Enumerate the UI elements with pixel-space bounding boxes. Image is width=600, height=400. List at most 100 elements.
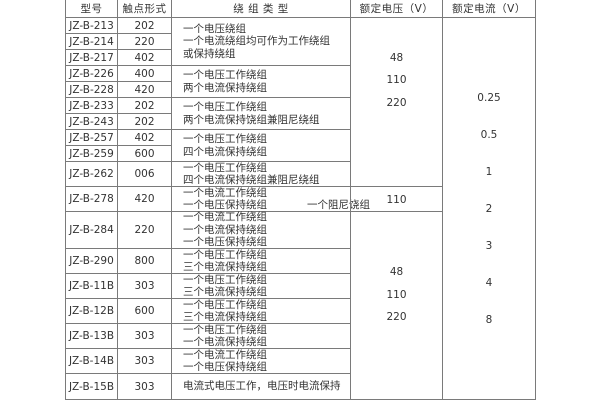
winding-cell: 一个电流工作绕组 一个电压保持绕组: [171, 348, 351, 374]
model-number: JZ-B-233: [69, 99, 114, 112]
voltage-value: 220: [386, 97, 407, 109]
header-contact-label: 触点形式: [122, 2, 167, 15]
winding-line: 一个电压工作绕组: [183, 323, 267, 336]
winding-line: 一个电流保持绕组: [183, 223, 267, 236]
model-cell: JZ-B-13B: [65, 323, 118, 349]
voltage-cell: 48 110 220: [350, 17, 443, 187]
header-current: 额定电流（V）: [442, 0, 536, 18]
winding-line: 一个电压保持绕组: [183, 361, 267, 373]
contact-form: 400: [134, 67, 155, 80]
contact-form: 420: [134, 83, 155, 96]
model-number: JZ-B-262: [69, 168, 114, 180]
model-cell: JZ-B-213: [65, 17, 118, 34]
winding-line: 一个电压工作绕组: [183, 248, 267, 261]
header-contact: 触点形式: [117, 0, 172, 18]
model-number: JZ-B-284: [69, 224, 114, 236]
contact-cell: 220: [117, 33, 172, 50]
contact-cell: 420: [117, 186, 172, 212]
voltage-value: 110: [386, 194, 407, 206]
winding-line: 一个电流绕组均可作为工作绕组: [183, 35, 330, 48]
winding-extra: 一个阻尼饶组: [307, 199, 370, 211]
model-cell: JZ-B-228: [65, 81, 118, 98]
model-number: JZ-B-228: [69, 83, 114, 96]
model-number: JZ-B-226: [69, 67, 114, 80]
voltage-value: 110: [386, 289, 407, 301]
model-number: JZ-B-290: [69, 255, 114, 267]
model-cell: JZ-B-278: [65, 186, 118, 212]
contact-form: 303: [134, 355, 155, 367]
winding-line: 电流式电压工作，电压时电流保持: [183, 380, 341, 393]
contact-form: 402: [134, 131, 155, 144]
header-current-label: 额定电流（V）: [452, 2, 526, 15]
header-winding-label: 绕 组 类 型: [233, 2, 289, 15]
model-cell: JZ-B-214: [65, 33, 118, 50]
contact-cell: 800: [117, 248, 172, 274]
model-number: JZ-B-13B: [68, 330, 115, 342]
contact-cell: 402: [117, 129, 172, 146]
winding-cell: 一个电压绕组 一个电流绕组均可作为工作绕组 或保持绕组: [171, 17, 351, 66]
current-cell: 0.25 0.5 1 2 3 4 8: [442, 17, 536, 400]
model-number: JZ-B-213: [69, 19, 114, 32]
winding-line: 三个电流保持绕组: [183, 261, 267, 273]
voltage-value: 48: [389, 266, 404, 278]
winding-line: 两个电流保持绕组: [183, 81, 267, 94]
winding-cell: 一个电压工作绕组 四个电流保持绕组兼阻尼绕组: [171, 161, 351, 187]
model-cell: JZ-B-15B: [65, 373, 118, 400]
voltage-cell: 48 110 220: [350, 211, 443, 400]
winding-cell: 一个电压工作绕组 两个电流保持绕组: [171, 65, 351, 98]
winding-line: 四个电流保持绕组兼阻尼绕组: [183, 174, 320, 186]
voltage-cell: 110: [350, 186, 443, 212]
contact-form: 600: [134, 305, 155, 317]
contact-form: 303: [134, 280, 155, 292]
contact-cell: 303: [117, 348, 172, 374]
header-model-label: 型号: [80, 2, 103, 15]
current-value: 8: [485, 314, 493, 326]
model-cell: JZ-B-257: [65, 129, 118, 146]
contact-form: 220: [134, 35, 155, 48]
voltage-value: 110: [386, 74, 407, 86]
contact-cell: 202: [117, 97, 172, 114]
winding-line: 一个电流工作绕组: [183, 211, 267, 224]
winding-line: 一个电压工作绕组: [183, 161, 267, 174]
winding-line: 一个电压保持绕组: [183, 236, 267, 249]
model-cell: JZ-B-226: [65, 65, 118, 82]
contact-cell: 202: [117, 17, 172, 34]
model-number: JZ-B-243: [69, 115, 114, 128]
contact-cell: 420: [117, 81, 172, 98]
header-winding: 绕 组 类 型: [171, 0, 351, 18]
contact-cell: 202: [117, 113, 172, 130]
model-cell: JZ-B-12B: [65, 298, 118, 324]
contact-cell: 402: [117, 49, 172, 66]
voltage-value: 48: [389, 52, 404, 64]
contact-form: 420: [134, 193, 155, 205]
winding-line: 一个电流工作绕组: [183, 348, 267, 361]
contact-form: 202: [134, 115, 155, 128]
winding-line: 一个电压保持绕组: [183, 199, 267, 211]
model-number: JZ-B-14B: [68, 355, 115, 367]
winding-cell: 一个电压工作绕组 三个电流保持绕组: [171, 273, 351, 299]
contact-form: 800: [134, 255, 155, 267]
contact-cell: 006: [117, 161, 172, 187]
header-voltage-label: 额定电压（V）: [359, 2, 434, 15]
contact-form: 600: [134, 147, 155, 160]
winding-line: 三个电流保持绕组: [183, 311, 267, 323]
current-value: 2: [485, 203, 493, 215]
winding-line: 一个电压工作绕组: [183, 133, 267, 145]
current-value: 0.25: [477, 92, 501, 104]
winding-cell: 一个电压工作绕组 四个电流保持绕组: [171, 129, 351, 162]
model-cell: JZ-B-233: [65, 97, 118, 114]
current-value: 1: [485, 166, 493, 178]
model-number: JZ-B-257: [69, 131, 114, 144]
contact-form: 202: [134, 99, 155, 112]
winding-line: 四个电流保持绕组: [183, 145, 267, 158]
winding-line: 一个电压工作绕组: [183, 101, 267, 113]
contact-cell: 303: [117, 323, 172, 349]
contact-cell: 303: [117, 273, 172, 299]
model-cell: JZ-B-217: [65, 49, 118, 66]
contact-form: 220: [134, 224, 155, 236]
winding-cell: 一个电压工作绕组 三个电流保持绕组: [171, 298, 351, 324]
model-number: JZ-B-15B: [68, 380, 115, 393]
model-cell: JZ-B-243: [65, 113, 118, 130]
winding-line: 一个电流工作绕组: [183, 186, 267, 199]
